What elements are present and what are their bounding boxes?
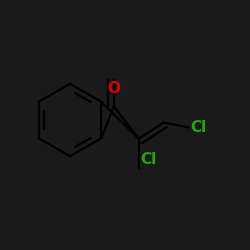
Text: Cl: Cl: [140, 152, 156, 167]
Text: O: O: [107, 81, 120, 96]
Text: Cl: Cl: [190, 120, 206, 135]
